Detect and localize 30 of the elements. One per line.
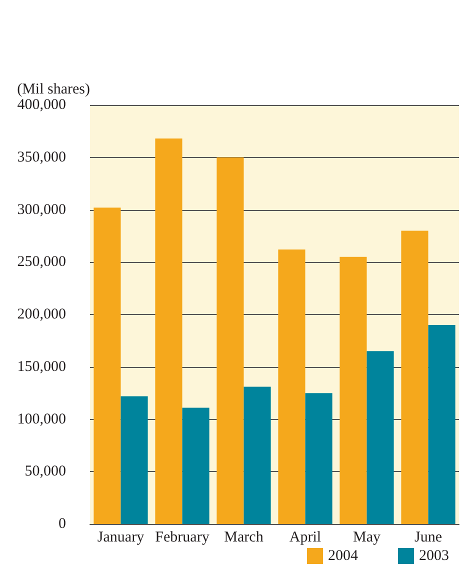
bar (401, 230, 428, 524)
bar (182, 408, 210, 524)
bar (120, 396, 148, 524)
legend-label: 2004 (328, 548, 358, 564)
y-tick-label: 400,000 (17, 97, 66, 113)
bar (94, 208, 121, 524)
bar (366, 351, 394, 524)
y-tick-label: 50,000 (24, 464, 66, 480)
y-tick-label: 300,000 (17, 202, 66, 218)
x-tick-label: April (289, 530, 322, 546)
x-tick-label: February (155, 530, 210, 546)
x-tick-label: June (414, 530, 442, 546)
x-tick-label: March (224, 530, 264, 546)
y-tick-label: 0 (58, 516, 66, 532)
bar (278, 250, 306, 524)
x-tick-label: May (353, 530, 381, 546)
x-tick-label: January (97, 530, 145, 546)
y-tick-label: 250,000 (17, 254, 66, 270)
y-tick-label: 100,000 (17, 411, 66, 428)
bar (305, 393, 332, 524)
y-tick-label: 350,000 (17, 149, 66, 166)
bar (244, 386, 271, 524)
legend-label: 2003 (419, 548, 449, 564)
bar (216, 157, 244, 524)
y-tick-label: 200,000 (17, 306, 66, 322)
bar (428, 324, 456, 524)
y-tick-label: 150,000 (17, 358, 66, 375)
bar (340, 256, 367, 524)
bar (155, 138, 182, 524)
y-axis-title: (Mil shares) (17, 82, 90, 98)
